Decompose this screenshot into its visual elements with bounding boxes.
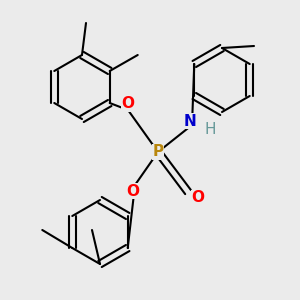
Text: H: H <box>204 122 216 136</box>
Text: O: O <box>127 184 140 199</box>
Text: O: O <box>122 97 134 112</box>
Text: O: O <box>191 190 205 206</box>
Text: N: N <box>184 113 196 128</box>
Text: P: P <box>152 145 164 160</box>
